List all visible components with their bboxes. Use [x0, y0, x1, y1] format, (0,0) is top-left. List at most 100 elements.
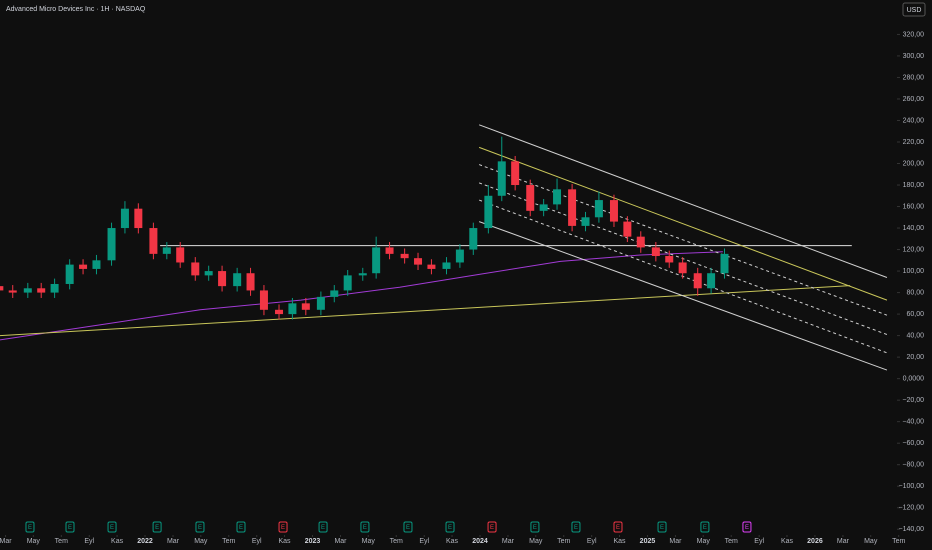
candle-body	[651, 247, 660, 257]
y-tick-label: 20,00	[906, 354, 924, 361]
x-tick-label: Kas	[279, 538, 292, 545]
event-label: E	[616, 525, 620, 531]
candle-body	[8, 290, 17, 293]
x-tick-label: 2025	[640, 538, 656, 545]
y-tick-label: 280,00	[903, 74, 925, 81]
y-tick-label: 100,00	[903, 268, 925, 275]
event-label: E	[155, 525, 159, 531]
x-tick-label: Tem	[557, 538, 570, 545]
y-tick-label: −120,00	[899, 505, 925, 512]
candle-body	[623, 221, 632, 237]
overlay-line	[0, 251, 723, 341]
event-label: E	[363, 525, 367, 531]
overlay-line	[0, 285, 851, 337]
candle-body	[539, 204, 548, 211]
candle-body	[23, 288, 32, 293]
candle-body	[50, 283, 59, 293]
y-tick-label: −20,00	[902, 397, 924, 404]
candle-body	[218, 271, 227, 287]
y-tick-label: −40,00	[902, 419, 924, 426]
event-marker	[700, 521, 710, 533]
event-marker	[487, 521, 497, 533]
x-tick-label: Eyl	[419, 538, 429, 545]
y-tick-label: 220,00	[903, 139, 925, 146]
event-marker	[195, 521, 205, 533]
candle-body	[275, 309, 284, 315]
y-tick-label: −80,00	[902, 462, 924, 469]
x-tick-label: Eyl	[84, 538, 94, 545]
candle-body	[246, 273, 255, 291]
x-tick-label: May	[864, 538, 878, 545]
y-tick-label: −100,00	[899, 483, 925, 490]
event-marker	[742, 521, 752, 533]
event-label: E	[574, 525, 578, 531]
x-tick-label: Tem	[725, 538, 738, 545]
currency-label[interactable]: USD	[907, 7, 922, 14]
x-tick-label: Mar	[669, 538, 682, 545]
x-tick-label: 2024	[472, 538, 488, 545]
candle-body	[301, 303, 310, 310]
event-label: E	[281, 525, 285, 531]
event-marker	[445, 521, 455, 533]
x-tick-label: Mar	[167, 538, 180, 545]
event-label: E	[406, 525, 410, 531]
candle-body	[107, 228, 116, 261]
event-label: E	[28, 525, 32, 531]
event-label: E	[660, 525, 664, 531]
y-tick-label: 240,00	[903, 117, 925, 124]
x-tick-label: 2023	[305, 538, 321, 545]
event-marker	[107, 521, 117, 533]
x-tick-label: Eyl	[252, 538, 262, 545]
candle-body	[149, 228, 158, 254]
event-marker	[530, 521, 540, 533]
event-marker	[657, 521, 667, 533]
candle-body	[665, 256, 674, 263]
x-tick-label: Kas	[446, 538, 459, 545]
candle-body	[343, 275, 352, 291]
x-tick-label: Tem	[892, 538, 905, 545]
event-label: E	[321, 525, 325, 531]
x-tick-label: May	[194, 538, 208, 545]
overlay-line	[478, 221, 888, 371]
event-marker	[613, 521, 623, 533]
candle-body	[511, 161, 520, 186]
candle-body	[358, 273, 367, 276]
event-marker	[25, 521, 35, 533]
candle-body	[176, 247, 185, 263]
candle-body	[609, 200, 618, 222]
candle-body	[400, 253, 409, 259]
event-label: E	[198, 525, 202, 531]
y-tick-label: −60,00	[902, 440, 924, 447]
x-tick-label: May	[529, 538, 543, 545]
event-marker	[236, 521, 246, 533]
event-label: E	[239, 525, 243, 531]
candle-body	[233, 273, 242, 287]
y-tick-label: 120,00	[903, 246, 925, 253]
y-tick-label: 0,0000	[903, 375, 925, 382]
x-tick-label: May	[697, 538, 711, 545]
candle-body	[120, 208, 129, 229]
x-tick-label: 2022	[137, 538, 153, 545]
candle-body	[568, 189, 577, 226]
y-tick-label: 320,00	[903, 31, 925, 38]
candle-body	[469, 228, 478, 250]
candle-body	[37, 288, 46, 293]
candle-body	[92, 260, 101, 269]
candle-body	[414, 258, 423, 265]
x-tick-label: May	[27, 538, 41, 545]
candle-body	[65, 264, 74, 284]
chart-title: Advanced Micro Devices Inc · 1H · NASDAQ	[6, 6, 146, 13]
candle-body	[442, 262, 451, 269]
event-label: E	[68, 525, 72, 531]
x-tick-label: May	[362, 538, 376, 545]
event-label: E	[448, 525, 452, 531]
y-tick-label: −140,00	[899, 526, 925, 533]
y-tick-label: 40,00	[906, 332, 924, 339]
currency-button[interactable]	[902, 2, 926, 17]
candle-body	[288, 303, 297, 315]
candle-body	[79, 264, 88, 269]
x-tick-label: Eyl	[754, 538, 764, 545]
x-tick-label: Mar	[334, 538, 347, 545]
